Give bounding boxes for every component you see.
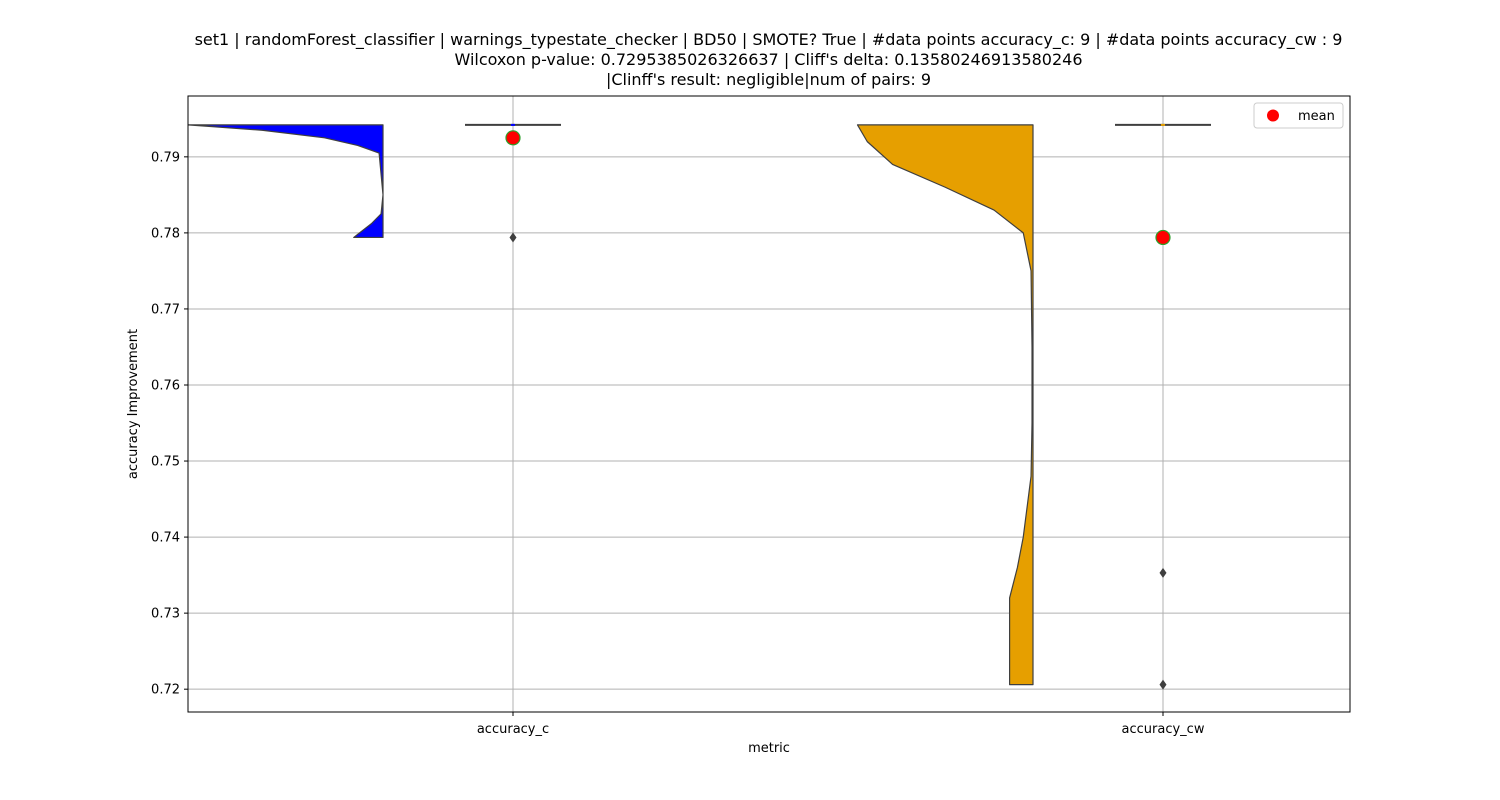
legend-frame: [1253, 102, 1344, 129]
y-tick-label: 0.79: [151, 150, 180, 165]
y-tick-label: 0.73: [151, 607, 180, 622]
x-tick-label: accuracy_c: [477, 722, 549, 737]
grid-layer: [188, 96, 1350, 712]
outlier-point: [1159, 567, 1167, 578]
x-axis-label: metric: [748, 741, 790, 756]
y-tick-label: 0.77: [151, 302, 180, 317]
outlier-point: [1159, 679, 1167, 690]
y-axis-label: accuracy Improvement: [126, 329, 141, 479]
y-tick-label: 0.75: [151, 455, 180, 470]
x-tick-label: accuracy_cw: [1122, 722, 1205, 737]
legend-mean-label: mean: [1298, 109, 1335, 124]
axis-layer: 0.72 0.73 0.74 0.75 0.76 0.77 0.78 0.79 accuracy…: [151, 95, 1351, 737]
y-tick-label: 0.78: [151, 226, 180, 241]
mean-marker-accuracy_c: [505, 130, 521, 146]
y-tick-label: 0.74: [151, 531, 180, 546]
mean-marker-accuracy_cw: [1155, 229, 1171, 246]
box-layer: [465, 123, 1211, 690]
legend-mean-marker: [1267, 109, 1279, 122]
outlier-point: [509, 232, 517, 243]
chart-title-line-1: set1 | randomForest_classifier | warning…: [194, 30, 1343, 49]
violin-accuracy_cw: [856, 124, 1034, 686]
legend: mean: [1253, 102, 1344, 129]
y-tick-label: 0.72: [151, 683, 180, 698]
chart-title-line-2: Wilcoxon p-value: 0.7295385026326637 | C…: [454, 50, 1083, 69]
violin-accuracy_c: [188, 124, 384, 239]
violin-layer: [188, 124, 1034, 686]
chart-title-line-3: |Clinff's result: negligible|num of pair…: [605, 70, 932, 89]
plot-frame: [187, 95, 1351, 713]
y-tick-label: 0.76: [151, 378, 180, 393]
